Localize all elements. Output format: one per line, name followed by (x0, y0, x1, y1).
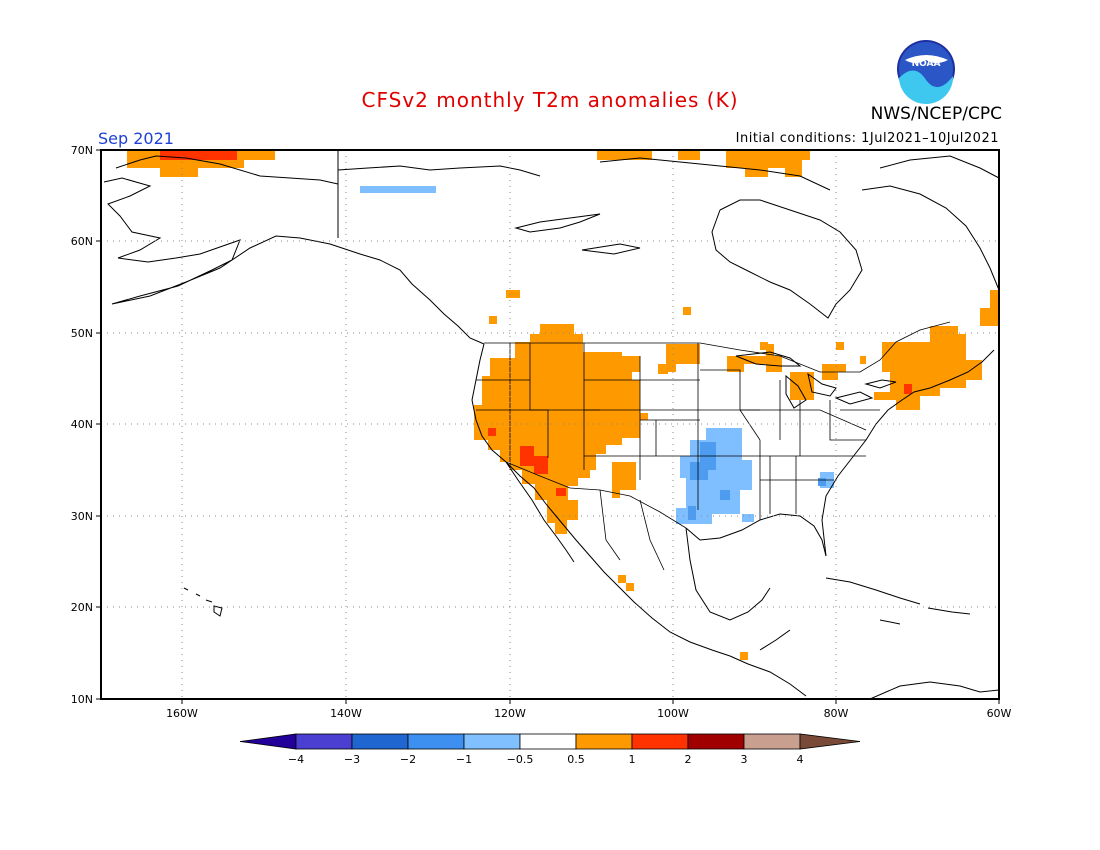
lon-label-100w: 100W (657, 707, 689, 720)
lat-label-20n: 20N (71, 601, 93, 614)
chart-title: CFSv2 monthly T2m anomalies (K) (361, 88, 739, 112)
lon-label-140w: 140W (330, 707, 362, 720)
colorbar-label: −3 (344, 753, 360, 766)
colorbar-swatch (631, 733, 689, 750)
lat-label-40n: 40N (71, 418, 93, 431)
colorbar-swatch (743, 733, 801, 750)
noaa-logo-text: NOAA (912, 59, 941, 69)
colorbar-label: 4 (797, 753, 804, 766)
map-panel: 70N 60N 50N 40N 30N 20N 10N 160W 140W 12… (71, 144, 1012, 720)
lon-label-160w: 160W (166, 707, 198, 720)
colorbar-swatch (295, 733, 353, 750)
lon-label-60w: 60W (987, 707, 1012, 720)
colorbar: −4 −3 −2 −1 −0.5 0.5 1 2 3 4 (239, 733, 861, 766)
initial-conditions-label: Initial conditions: 1Jul2021–10Jul2021 (735, 131, 999, 146)
lat-label-30n: 30N (71, 510, 93, 523)
strong-cool-anomaly-regions (688, 442, 826, 520)
lon-label-120w: 120W (494, 707, 526, 720)
lat-label-10n: 10N (71, 693, 93, 706)
coastlines (103, 150, 999, 699)
colorbar-arrow-high (799, 733, 861, 750)
colorbar-label: −2 (400, 753, 416, 766)
colorbar-swatch (687, 733, 745, 750)
noaa-logo-icon: NOAA (897, 40, 955, 105)
borders (476, 321, 951, 571)
colorbar-swatch (463, 733, 521, 750)
colorbar-swatch (575, 733, 633, 750)
colorbar-label: 3 (741, 753, 748, 766)
colorbar-label: 2 (685, 753, 692, 766)
colorbar-label: −4 (288, 753, 304, 766)
colorbar-label: −0.5 (507, 753, 534, 766)
colorbar-label: 0.5 (567, 753, 585, 766)
forecast-month-label: Sep 2021 (98, 129, 174, 148)
colorbar-swatch (407, 733, 465, 750)
lat-label-60n: 60N (71, 235, 93, 248)
colorbar-arrow-low (239, 733, 297, 750)
colorbar-label: 1 (629, 753, 636, 766)
colorbar-swatch (351, 733, 409, 750)
agency-label: NWS/NCEP/CPC (870, 104, 1002, 124)
lon-label-80w: 80W (824, 707, 849, 720)
lat-label-50n: 50N (71, 327, 93, 340)
colorbar-swatch (519, 733, 577, 750)
lat-label-70n: 70N (71, 144, 93, 157)
colorbar-label: −1 (456, 753, 472, 766)
